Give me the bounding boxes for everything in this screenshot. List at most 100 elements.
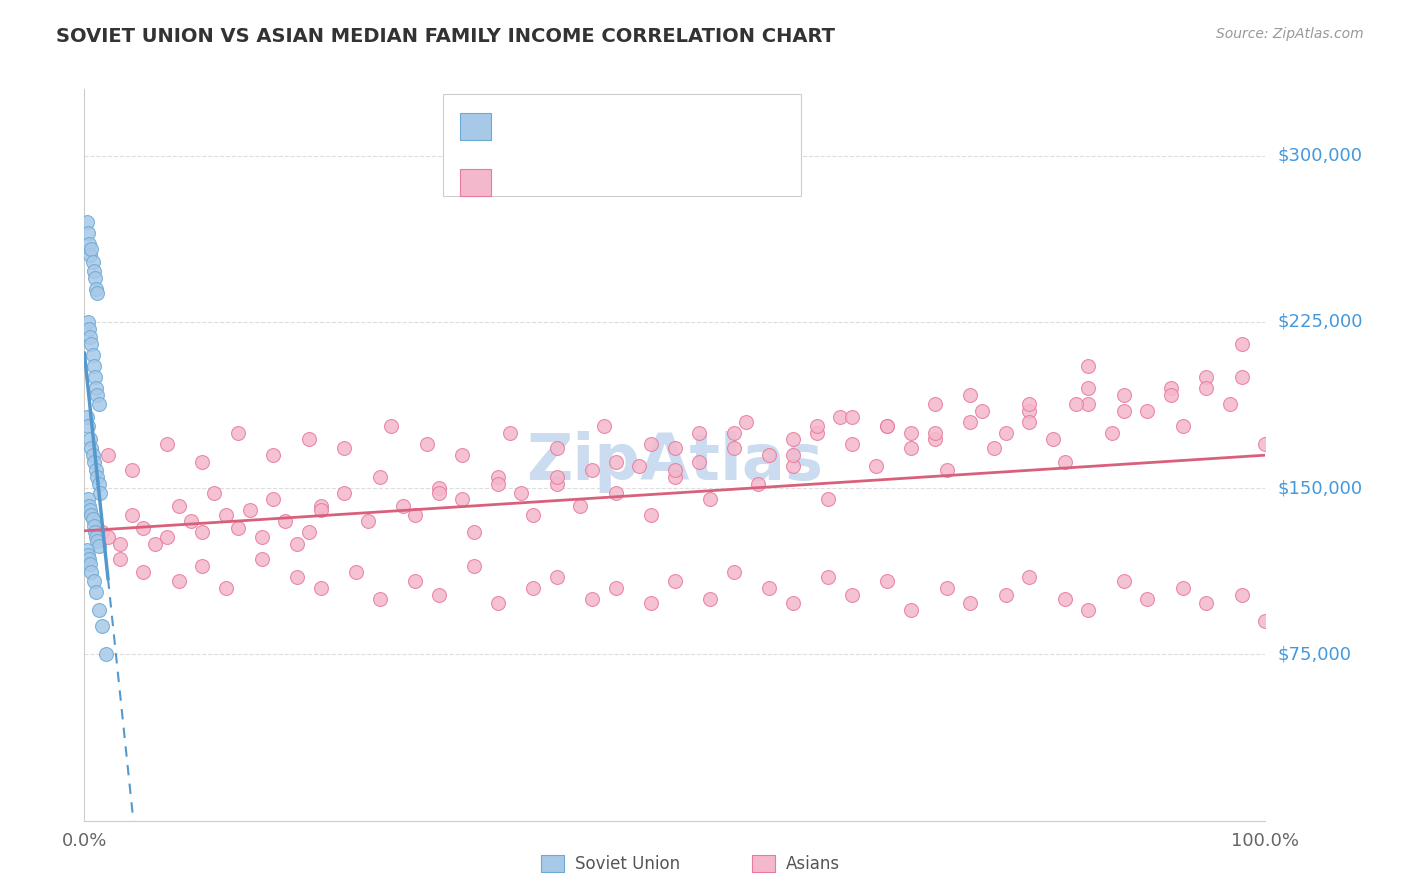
Point [605,485,627,500]
Point [1230,337,1253,351]
Point [416,437,439,451]
Point [121,508,143,522]
Point [76,215,98,229]
Point [1160,388,1182,402]
Point [1053,454,1076,468]
Point [76,410,98,425]
Point [1066,397,1088,411]
Point [830,410,852,425]
Point [191,454,214,468]
Point [1077,397,1099,411]
Point [723,425,745,440]
Point [782,433,804,447]
Point [87,603,110,617]
Point [876,419,898,434]
Point [1112,403,1135,417]
Text: 0.364: 0.364 [550,180,606,199]
Point [262,448,284,462]
Point [108,536,131,550]
Point [77,552,100,566]
Point [191,558,214,573]
Point [1219,397,1241,411]
Point [841,410,863,425]
Point [640,508,662,522]
Point [97,448,120,462]
Point [87,476,110,491]
Point [83,454,105,468]
Point [86,470,108,484]
Point [1053,592,1076,607]
Point [132,566,155,580]
Text: $300,000: $300,000 [1277,146,1362,165]
Point [167,574,190,589]
Point [1230,370,1253,384]
Point [841,437,863,451]
Point [593,419,616,434]
Point [82,512,104,526]
Point [84,270,107,285]
Point [84,525,107,540]
Point [76,543,98,558]
Point [699,492,721,507]
Point [782,596,804,610]
Point [1230,588,1253,602]
Point [427,481,450,495]
Point [723,442,745,456]
Text: SOVIET UNION VS ASIAN MEDIAN FAMILY INCOME CORRELATION CHART: SOVIET UNION VS ASIAN MEDIAN FAMILY INCO… [56,27,835,45]
Point [723,566,745,580]
Point [380,419,402,434]
Text: 145: 145 [671,180,711,199]
Point [935,581,957,595]
Point [285,570,308,584]
Text: R =: R = [505,180,547,199]
Point [91,618,114,632]
Point [427,485,450,500]
Point [486,470,509,484]
Point [1171,419,1194,434]
Point [546,470,568,484]
Point [333,442,356,456]
Point [522,508,544,522]
Point [121,463,143,477]
Point [1018,403,1040,417]
Point [83,359,105,374]
Text: 50: 50 [671,124,697,143]
Point [368,592,391,607]
Point [226,425,249,440]
Point [935,463,957,477]
Point [1195,370,1218,384]
Point [1077,359,1099,374]
Point [77,315,100,329]
Point [309,499,332,513]
Point [87,397,110,411]
Point [486,596,509,610]
Point [463,558,485,573]
Point [1136,592,1159,607]
Point [392,499,415,513]
Point [451,492,474,507]
Point [498,425,520,440]
Point [226,521,249,535]
Point [82,448,104,462]
Point [274,515,297,529]
Point [1160,381,1182,395]
Point [900,442,922,456]
Point [202,485,225,500]
Point [215,581,238,595]
Point [688,454,710,468]
Point [1018,397,1040,411]
Text: R =: R = [505,124,547,143]
Point [84,381,107,395]
Point [156,437,179,451]
Point [1077,603,1099,617]
Point [1042,433,1064,447]
Point [664,470,686,484]
Point [77,548,100,562]
Point [817,492,839,507]
Point [581,463,603,477]
Point [357,515,380,529]
Point [959,415,981,429]
Point [77,321,100,335]
Text: $150,000: $150,000 [1277,479,1362,497]
Text: Asians: Asians [786,855,839,872]
